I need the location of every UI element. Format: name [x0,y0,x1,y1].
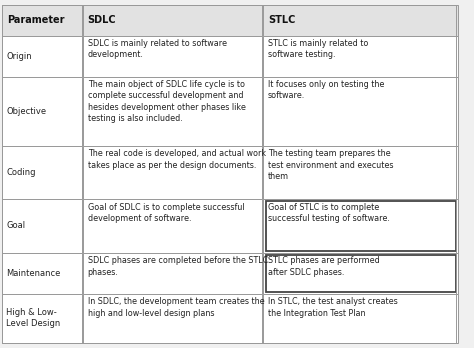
Text: Goal of SDLC is to complete successful
development of software.: Goal of SDLC is to complete successful d… [88,203,244,223]
Bar [2,5,82,35]
Bar [83,35,262,77]
Text: Maintenance: Maintenance [6,269,61,278]
Bar [83,146,262,199]
Bar [2,146,82,199]
Text: STLC is mainly related to
software testing.: STLC is mainly related to software testi… [268,39,368,60]
Bar [266,201,456,251]
Bar [83,5,262,35]
Text: The testing team prepares the
test environment and executes
them: The testing team prepares the test envir… [268,149,393,181]
Text: SDLC is mainly related to software
development.: SDLC is mainly related to software devel… [88,39,227,60]
Text: Goal: Goal [6,221,25,230]
Bar [263,199,458,253]
Text: STLC phases are performed
after SDLC phases.: STLC phases are performed after SDLC pha… [268,256,380,277]
Text: STLC: STLC [268,15,295,25]
Bar [263,35,458,77]
Bar [2,77,82,146]
Text: Goal of STLC is to complete
successful testing of software.: Goal of STLC is to complete successful t… [268,203,390,223]
Text: The real code is developed, and actual work
takes place as per the design docume: The real code is developed, and actual w… [88,149,266,169]
Text: Parameter: Parameter [7,15,64,25]
Bar [263,294,458,343]
Text: Origin: Origin [6,52,32,61]
Text: In STLC, the test analyst creates
the Integration Test Plan: In STLC, the test analyst creates the In… [268,297,398,318]
Bar [2,253,82,294]
Bar [266,255,456,292]
Text: SDLC phases are completed before the STLC
phases.: SDLC phases are completed before the STL… [88,256,268,277]
Bar [2,35,82,77]
Bar [263,77,458,146]
Bar [263,146,458,199]
Text: Objective: Objective [6,106,46,116]
Text: It focuses only on testing the
software.: It focuses only on testing the software. [268,80,384,101]
Text: Coding: Coding [6,168,36,177]
Bar [2,199,82,253]
Bar [83,294,262,343]
Text: In SDLC, the development team creates the
high and low-level design plans: In SDLC, the development team creates th… [88,297,264,318]
Bar [83,77,262,146]
Text: High & Low-
Level Design: High & Low- Level Design [6,308,60,328]
Text: The main object of SDLC life cycle is to
complete successful development and
hes: The main object of SDLC life cycle is to… [88,80,246,124]
Bar [83,253,262,294]
Bar [263,253,458,294]
Bar [83,199,262,253]
Bar [263,5,458,35]
Bar [2,294,82,343]
Text: SDLC: SDLC [88,15,116,25]
